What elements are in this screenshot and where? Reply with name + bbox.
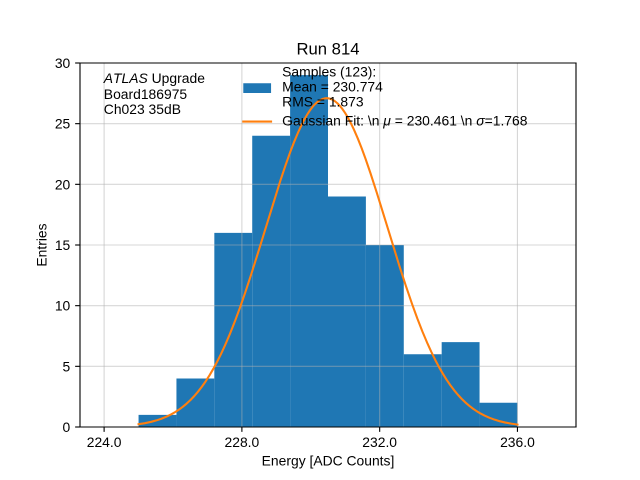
svg-text:10: 10	[55, 298, 71, 314]
svg-text:Ch023 35dB: Ch023 35dB	[104, 101, 181, 117]
svg-text:236.0: 236.0	[500, 434, 535, 450]
svg-text:232.0: 232.0	[362, 434, 397, 450]
svg-text:224.0: 224.0	[87, 434, 122, 450]
svg-text:A T L A: A T L A S U p g r a d e	[103, 63, 205, 88]
svg-text:Mean = 230.774: Mean = 230.774	[282, 79, 383, 95]
svg-text:G a u s: G a u s s i a n F i t : \ n = 2 3 0	[282, 105, 533, 130]
svg-text:15: 15	[55, 237, 71, 253]
svg-text:Energy [ADC Counts]: Energy [ADC Counts]	[262, 452, 395, 468]
svg-text:30: 30	[55, 55, 71, 71]
svg-text:Samples (123):: Samples (123):	[282, 64, 376, 80]
svg-text:0: 0	[63, 419, 71, 435]
svg-text:228.0: 228.0	[225, 434, 260, 450]
svg-text:5: 5	[63, 358, 71, 374]
svg-text:20: 20	[55, 176, 71, 192]
svg-text:Entries: Entries	[33, 223, 49, 266]
svg-text:Board186975: Board186975	[104, 86, 188, 102]
svg-text:25: 25	[55, 116, 71, 132]
svg-text:Run 814: Run 814	[297, 40, 360, 59]
